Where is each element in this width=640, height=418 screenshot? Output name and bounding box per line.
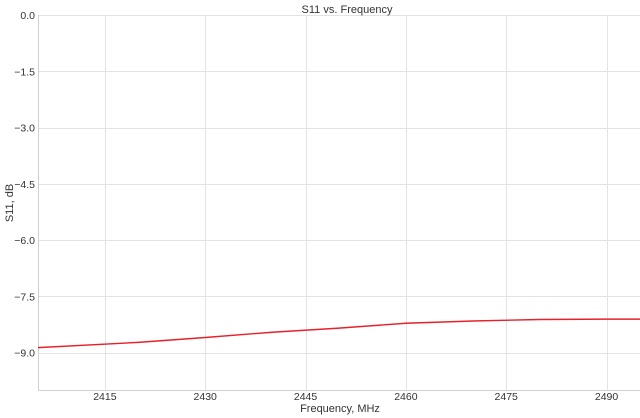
y-tick-label: −6.0 <box>14 235 35 247</box>
chart-title: S11 vs. Frequency <box>302 4 393 16</box>
x-tick-label: 2430 <box>194 391 218 403</box>
y-tick-label: 0.0 <box>20 10 35 22</box>
y-axis-title: S11, dB <box>4 184 16 222</box>
x-axis-title: Frequency, MHz <box>300 403 380 415</box>
y-tick-label: −7.5 <box>14 291 35 303</box>
y-tick-label: −4.5 <box>14 179 35 191</box>
x-tick-label: 2475 <box>495 391 519 403</box>
x-tick-label: 2445 <box>294 391 318 403</box>
tick-labels: 2415 2430 2445 2460 2475 2490 0.0 −1.5 −3.0 −4.5 −… <box>14 10 618 403</box>
y-tick-label: −9.0 <box>14 348 35 360</box>
axes <box>38 15 640 391</box>
grid <box>38 15 640 390</box>
x-tick-label: 2490 <box>595 391 619 403</box>
x-tick-label: 2460 <box>394 391 418 403</box>
series <box>37 318 640 349</box>
x-tick-label: 2415 <box>93 391 117 403</box>
s11-series-line-0 <box>37 318 640 349</box>
y-tick-label: −3.0 <box>14 123 35 135</box>
y-tick-label: −1.5 <box>14 66 35 78</box>
